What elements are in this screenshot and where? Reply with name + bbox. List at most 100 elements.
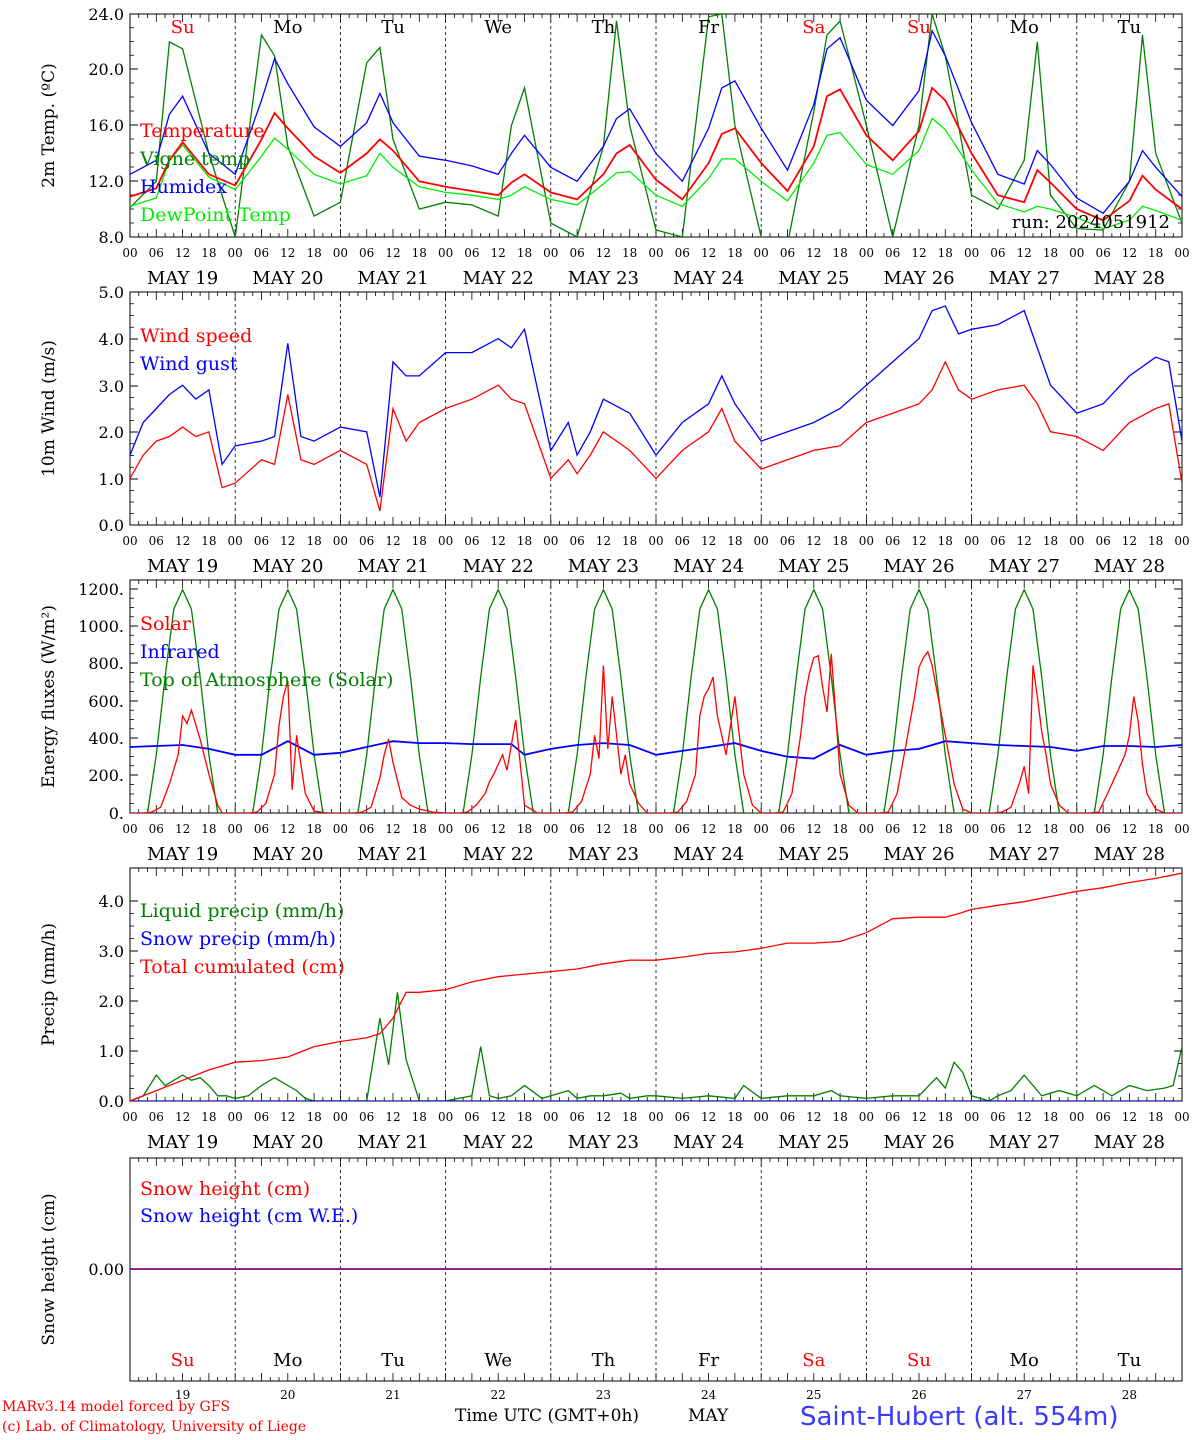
hour-tick-label: 12 [1017, 534, 1032, 548]
day-label: MAY 19 [147, 556, 218, 577]
day-label: MAY 22 [463, 844, 534, 865]
hour-tick-label: 00 [228, 246, 243, 260]
hour-tick-label: 00 [1069, 822, 1084, 836]
y-tick-label: 0.00 [88, 1260, 124, 1279]
day-label: MAY 19 [147, 1132, 218, 1153]
y-tick-label: 1.0 [99, 1042, 124, 1061]
hour-tick-label: 00 [1174, 822, 1189, 836]
hour-tick-label: 06 [464, 822, 479, 836]
day-label: MAY 19 [147, 268, 218, 289]
hour-tick-label: 06 [675, 1110, 690, 1124]
hour-tick-label: 12 [1017, 1110, 1032, 1124]
y-tick-label: 2.0 [99, 423, 124, 442]
hour-tick-label: 00 [964, 246, 979, 260]
hour-tick-label: 18 [938, 822, 953, 836]
hour-tick-label: 18 [938, 1110, 953, 1124]
hour-tick-label: 00 [754, 822, 769, 836]
hour-tick-label: 18 [1043, 534, 1058, 548]
month-label: MAY [688, 1406, 729, 1426]
hour-tick-label: 06 [675, 822, 690, 836]
day-label: MAY 24 [673, 268, 744, 289]
hour-tick-label: 06 [254, 246, 269, 260]
weekday-label: Su [907, 17, 931, 38]
hour-tick-label: 18 [832, 822, 847, 836]
hour-tick-label: 18 [727, 534, 742, 548]
hour-tick-label: 06 [359, 246, 374, 260]
hour-tick-label: 12 [385, 534, 400, 548]
hour-tick-label: 18 [201, 534, 216, 548]
day-label: MAY 24 [673, 844, 744, 865]
day-label: MAY 25 [778, 556, 849, 577]
hour-tick-label: 12 [701, 246, 716, 260]
hour-tick-label: 12 [385, 246, 400, 260]
hour-tick-label: 18 [622, 534, 637, 548]
hour-tick-label: 06 [1095, 534, 1110, 548]
hour-tick-label: 12 [491, 534, 506, 548]
run-annotation: run: 2024051912 [1012, 212, 1170, 233]
y-axis-label: 2m Temp. (ºC) [39, 63, 59, 188]
y-tick-label: 3.0 [99, 377, 124, 396]
hour-tick-label: 00 [754, 246, 769, 260]
hour-tick-label: 06 [780, 246, 795, 260]
day-number-label: 20 [280, 1388, 295, 1402]
hour-tick-label: 12 [806, 534, 821, 548]
hour-tick-label: 12 [385, 1110, 400, 1124]
series-line [130, 872, 1182, 1101]
hour-tick-label: 12 [1122, 534, 1137, 548]
y-tick-label: 200. [88, 766, 124, 785]
hour-tick-label: 18 [1148, 534, 1163, 548]
hour-tick-label: 12 [596, 246, 611, 260]
hour-tick-label: 06 [254, 534, 269, 548]
hour-tick-label: 12 [806, 822, 821, 836]
y-tick-label: 0.0 [99, 1092, 124, 1111]
hour-tick-label: 12 [280, 246, 295, 260]
hour-tick-label: 18 [832, 1110, 847, 1124]
hour-tick-label: 06 [464, 534, 479, 548]
y-tick-label: 8.0 [99, 228, 124, 247]
hour-tick-label: 00 [333, 822, 348, 836]
hour-tick-label: 06 [569, 1110, 584, 1124]
day-label: MAY 23 [568, 844, 639, 865]
hour-tick-label: 06 [675, 534, 690, 548]
hour-tick-label: 12 [596, 534, 611, 548]
station-label: Saint-Hubert (alt. 554m) [800, 1402, 1119, 1432]
y-tick-label: 4.0 [99, 892, 124, 911]
day-label: MAY 26 [883, 556, 954, 577]
legend-entry: Top of Atmosphere (Solar) [140, 669, 393, 691]
day-number-label: 24 [701, 1388, 717, 1402]
panel-4: Precip (mm/h) [39, 867, 1183, 1102]
hour-tick-label: 06 [990, 246, 1005, 260]
weekday-label: Sa [802, 1350, 825, 1371]
hour-tick-label: 06 [780, 822, 795, 836]
weekday-label: Tu [381, 1350, 405, 1371]
hour-tick-label: 12 [701, 534, 716, 548]
day-number-label: 22 [491, 1388, 506, 1402]
weekday-label: Tu [381, 17, 405, 38]
day-label: MAY 20 [252, 844, 323, 865]
y-tick-label: 5.0 [99, 283, 124, 302]
day-label: MAY 23 [568, 268, 639, 289]
time-axis-label: Time UTC (GMT+0h) [455, 1406, 640, 1426]
legend-entry: Humidex [140, 176, 227, 198]
hour-tick-label: 00 [964, 822, 979, 836]
day-label: MAY 26 [883, 1132, 954, 1153]
hour-tick-label: 18 [727, 1110, 742, 1124]
day-number-label: 25 [806, 1388, 821, 1402]
y-tick-label: 2.0 [99, 992, 124, 1011]
hour-tick-label: 18 [1043, 246, 1058, 260]
hour-tick-label: 12 [491, 246, 506, 260]
hour-tick-label: 18 [832, 534, 847, 548]
day-label: MAY 27 [989, 1132, 1060, 1153]
hour-tick-label: 06 [780, 534, 795, 548]
hour-tick-label: 06 [569, 534, 584, 548]
y-tick-label: 12.0 [88, 172, 124, 191]
day-label: MAY 25 [778, 844, 849, 865]
weekday-label: Fr [698, 1350, 719, 1371]
hour-tick-label: 18 [1148, 246, 1163, 260]
day-label: MAY 20 [252, 556, 323, 577]
y-tick-label: 16.0 [88, 116, 124, 135]
hour-tick-label: 00 [122, 1110, 137, 1124]
hour-tick-label: 06 [990, 822, 1005, 836]
panel-3: Energy fluxes (W/m²) [39, 579, 1183, 814]
hour-tick-label: 18 [727, 822, 742, 836]
